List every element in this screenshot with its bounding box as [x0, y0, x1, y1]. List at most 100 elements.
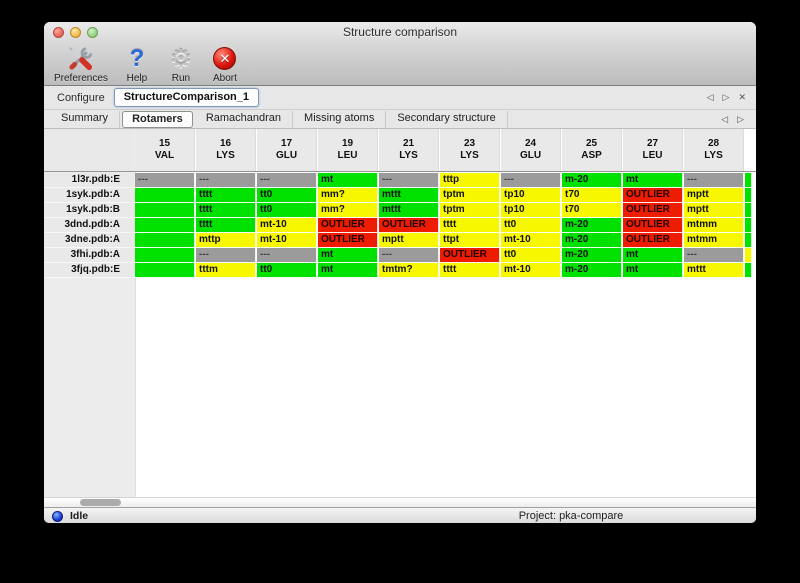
rotamer-cell[interactable]: mt-10: [257, 218, 317, 233]
row-label[interactable]: 1syk.pdb:B: [44, 203, 134, 218]
column-header-27[interactable]: 27 LEU: [623, 129, 683, 171]
rotamer-cell[interactable]: mptt: [684, 203, 744, 218]
tab-summary[interactable]: Summary: [50, 110, 121, 128]
next-arrow-icon[interactable]: ▷: [722, 92, 730, 102]
rotamer-cell[interactable]: m-20: [562, 263, 622, 278]
rotamer-cell-partial[interactable]: [745, 188, 752, 203]
rotamer-cell[interactable]: ttpt: [440, 233, 500, 248]
rotamer-cell-partial[interactable]: [745, 248, 752, 263]
tab-missing-atoms[interactable]: Missing atoms: [293, 110, 387, 128]
column-header-19[interactable]: 19 LEU: [318, 129, 378, 171]
row-label[interactable]: 3dne.pdb:A: [44, 233, 134, 248]
close-button[interactable]: [53, 27, 64, 38]
rotamer-cell[interactable]: m-20: [562, 173, 622, 188]
column-header-25[interactable]: 25 ASP: [562, 129, 622, 171]
rotamer-cell[interactable]: [135, 203, 195, 218]
rotamer-cell[interactable]: tt0: [257, 263, 317, 278]
rotamer-cell[interactable]: tt0: [257, 203, 317, 218]
rotamer-cell[interactable]: mttt: [379, 188, 439, 203]
scrollbar-thumb[interactable]: [80, 499, 121, 506]
preferences-button[interactable]: Preferences: [54, 45, 108, 84]
column-header-23[interactable]: 23 LYS: [440, 129, 500, 171]
column-header-16[interactable]: 16 LYS: [196, 129, 256, 171]
rotamer-cell[interactable]: ---: [684, 248, 744, 263]
rotamer-cell[interactable]: ---: [135, 173, 195, 188]
rotamer-cell[interactable]: tmtm?: [379, 263, 439, 278]
rotamer-cell[interactable]: ---: [684, 173, 744, 188]
rotamer-cell[interactable]: mtmm: [684, 218, 744, 233]
rotamer-cell[interactable]: tp10: [501, 203, 561, 218]
rotamer-cell-partial[interactable]: [745, 218, 752, 233]
rotamer-cell[interactable]: m-20: [562, 218, 622, 233]
column-header-15[interactable]: 15 VAL: [135, 129, 195, 171]
rotamer-cell[interactable]: mttp: [196, 233, 256, 248]
rotamer-cell[interactable]: tttt: [196, 203, 256, 218]
rotamer-cell[interactable]: mptt: [379, 233, 439, 248]
rotamer-cell-partial[interactable]: [745, 263, 752, 278]
close-tab-icon[interactable]: ✕: [738, 92, 746, 102]
rotamer-cell[interactable]: tttt: [196, 188, 256, 203]
rotamer-cell[interactable]: tttt: [440, 218, 500, 233]
prev-arrow-icon[interactable]: ◁: [721, 113, 729, 124]
help-button[interactable]: ? Help: [122, 45, 152, 85]
rotamer-cell[interactable]: mtmm: [684, 233, 744, 248]
rotamer-cell[interactable]: tptm: [440, 188, 500, 203]
prev-arrow-icon[interactable]: ◁: [706, 92, 714, 102]
rotamer-cell[interactable]: tttm: [196, 263, 256, 278]
rotamer-cell[interactable]: OUTLIER: [623, 203, 683, 218]
configure-instance-tab[interactable]: StructureComparison_1: [113, 88, 260, 107]
rotamer-cell[interactable]: mm?: [318, 188, 378, 203]
row-label[interactable]: 1syk.pdb:A: [44, 188, 134, 203]
rotamer-cell[interactable]: mt: [318, 263, 378, 278]
rotamer-cell[interactable]: t70: [562, 203, 622, 218]
rotamer-cell[interactable]: tt0: [257, 188, 317, 203]
abort-button[interactable]: ✕ Abort: [210, 45, 240, 84]
rotamer-cell-partial[interactable]: [745, 233, 752, 248]
rotamer-cell[interactable]: OUTLIER: [440, 248, 500, 263]
rotamer-cell[interactable]: OUTLIER: [318, 218, 378, 233]
rotamer-cell[interactable]: tp10: [501, 188, 561, 203]
title-bar[interactable]: Structure comparison: [44, 22, 756, 42]
rotamer-cell[interactable]: tt0: [501, 248, 561, 263]
run-button[interactable]: ⚙ Run: [166, 44, 196, 84]
tab-ramachandran[interactable]: Ramachandran: [195, 110, 294, 128]
rotamer-cell[interactable]: OUTLIER: [379, 218, 439, 233]
rotamer-cell[interactable]: ---: [257, 173, 317, 188]
minimize-button[interactable]: [70, 27, 81, 38]
rotamer-cell[interactable]: mt-10: [501, 263, 561, 278]
row-label[interactable]: 3fjq.pdb:E: [44, 263, 134, 278]
rotamer-cell[interactable]: ---: [257, 248, 317, 263]
rotamer-cell[interactable]: tttt: [196, 218, 256, 233]
rotamer-cell-partial[interactable]: [745, 173, 752, 188]
tab-secondary-structure[interactable]: Secondary structure: [386, 110, 508, 128]
column-header-17[interactable]: 17 GLU: [257, 129, 317, 171]
rotamer-cell[interactable]: tttp: [440, 173, 500, 188]
rotamer-cell[interactable]: OUTLIER: [623, 218, 683, 233]
rotamer-cell[interactable]: mttt: [684, 263, 744, 278]
rotamer-cell[interactable]: ---: [501, 173, 561, 188]
rotamer-cell[interactable]: t70: [562, 188, 622, 203]
rotamer-cell[interactable]: mt: [318, 248, 378, 263]
rotamer-cell[interactable]: tptm: [440, 203, 500, 218]
rotamer-cell[interactable]: mm?: [318, 203, 378, 218]
rotamer-cell[interactable]: [135, 188, 195, 203]
rotamer-cell[interactable]: mt-10: [257, 233, 317, 248]
rotamer-cell[interactable]: [135, 263, 195, 278]
rotamer-cell[interactable]: m-20: [562, 248, 622, 263]
zoom-button[interactable]: [87, 27, 98, 38]
rotamer-cell-partial[interactable]: [745, 203, 752, 218]
rotamer-cell[interactable]: ---: [196, 173, 256, 188]
next-arrow-icon[interactable]: ▷: [737, 113, 744, 124]
rotamer-cell[interactable]: m-20: [562, 233, 622, 248]
rotamer-cell[interactable]: OUTLIER: [623, 188, 683, 203]
rotamer-cell[interactable]: mt: [318, 173, 378, 188]
rotamer-cell[interactable]: mt: [623, 263, 683, 278]
rotamer-cell[interactable]: mt: [623, 248, 683, 263]
rotamer-cell[interactable]: tttt: [440, 263, 500, 278]
rotamer-cell[interactable]: ---: [196, 248, 256, 263]
rotamer-cell[interactable]: ---: [379, 173, 439, 188]
column-header-28[interactable]: 28 LYS: [684, 129, 744, 171]
row-label[interactable]: 1l3r.pdb:E: [44, 173, 134, 188]
row-label[interactable]: 3dnd.pdb:A: [44, 218, 134, 233]
tab-rotamers[interactable]: Rotamers: [122, 110, 193, 128]
